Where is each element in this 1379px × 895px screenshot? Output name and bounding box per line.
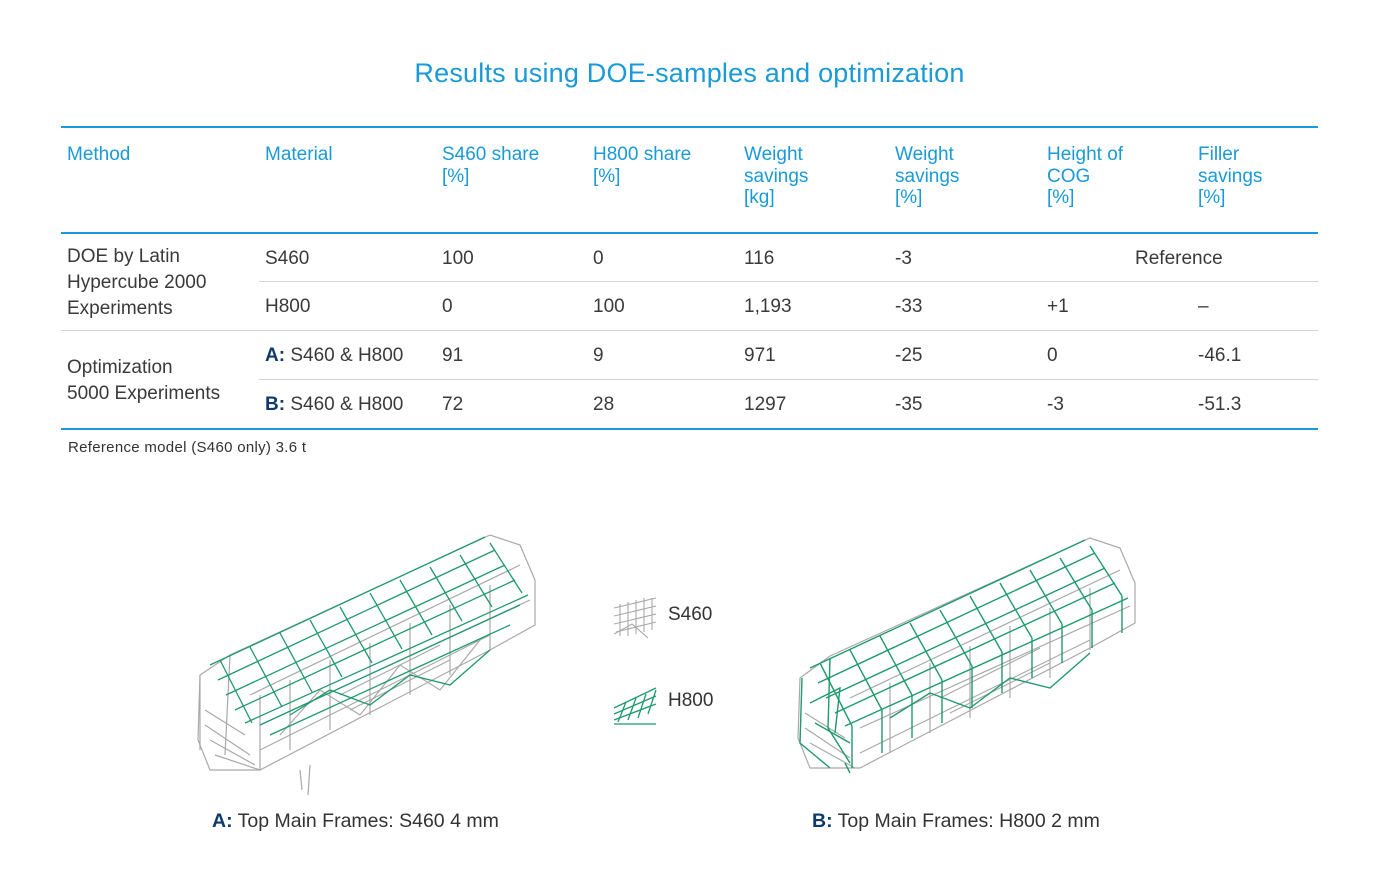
method-doe: DOE by Latin Hypercube 2000 Experiments xyxy=(67,246,207,319)
reference-note: Reference model (S460 only) 3.6 t xyxy=(68,439,307,456)
cell-s460-share: 0 xyxy=(442,296,453,317)
cell-cog: 0 xyxy=(1047,345,1058,366)
cell-h800-share: 0 xyxy=(593,248,604,269)
cell-weight-kg: 116 xyxy=(744,248,775,269)
row-divider xyxy=(259,281,1318,282)
bus-frame-a-illustration xyxy=(190,525,540,796)
header-height-cog: Height of COG [%] xyxy=(1047,144,1124,208)
cell-material: S460 xyxy=(265,248,310,269)
cell-weight-pct: -3 xyxy=(895,248,912,269)
cell-material: H800 xyxy=(265,296,311,317)
h800-legend-icon xyxy=(612,684,660,726)
cell-h800-share: 28 xyxy=(593,394,615,415)
s460-legend-icon xyxy=(612,594,660,640)
cell-cog: -3 xyxy=(1047,394,1064,415)
cell-h800-share: 9 xyxy=(593,345,604,366)
h800-legend-label: H800 xyxy=(668,690,714,711)
cell-filler: -51.3 xyxy=(1198,394,1242,415)
cell-weight-kg: 1297 xyxy=(744,394,787,415)
table-top-rule xyxy=(61,126,1318,128)
cell-weight-kg: 971 xyxy=(744,345,776,366)
caption-a: A: Top Main Frames: S460 4 mm xyxy=(212,810,499,832)
row-divider xyxy=(259,379,1318,380)
page-title: Results using DOE-samples and optimizati… xyxy=(414,58,965,88)
cell-s460-share: 72 xyxy=(442,394,464,415)
header-weight-savings-pct: Weight savings [%] xyxy=(895,144,960,208)
method-optimization: Optimization 5000 Experiments xyxy=(67,357,221,404)
group-divider xyxy=(61,330,1318,331)
cell-h800-share: 100 xyxy=(593,296,625,317)
header-h800-share: H800 share [%] xyxy=(593,144,692,187)
cell-cog: +1 xyxy=(1047,296,1069,317)
cell-filler: -46.1 xyxy=(1198,345,1242,366)
header-s460-share: S460 share [%] xyxy=(442,144,540,187)
cell-weight-pct: -35 xyxy=(895,394,923,415)
header-bottom-rule xyxy=(61,232,1318,234)
header-filler-savings: Filler savings [%] xyxy=(1198,144,1263,208)
header-material: Material xyxy=(265,144,333,165)
cell-weight-kg: 1,193 xyxy=(744,296,792,317)
cell-s460-share: 91 xyxy=(442,345,464,366)
cell-material: A: S460 & H800 xyxy=(265,345,404,366)
cell-material: B: S460 & H800 xyxy=(265,394,404,415)
cell-weight-pct: -25 xyxy=(895,345,923,366)
cell-reference: Reference xyxy=(1135,248,1223,269)
s460-legend-label: S460 xyxy=(668,604,713,625)
table-bottom-rule xyxy=(61,428,1318,430)
header-method: Method xyxy=(67,144,131,165)
caption-b: B: Top Main Frames: H800 2 mm xyxy=(812,810,1100,832)
cell-s460-share: 100 xyxy=(442,248,474,269)
cell-filler: – xyxy=(1198,296,1209,317)
bus-frame-b-illustration xyxy=(790,528,1140,778)
header-weight-savings-kg: Weight savings [kg] xyxy=(744,144,809,208)
cell-weight-pct: -33 xyxy=(895,296,923,317)
